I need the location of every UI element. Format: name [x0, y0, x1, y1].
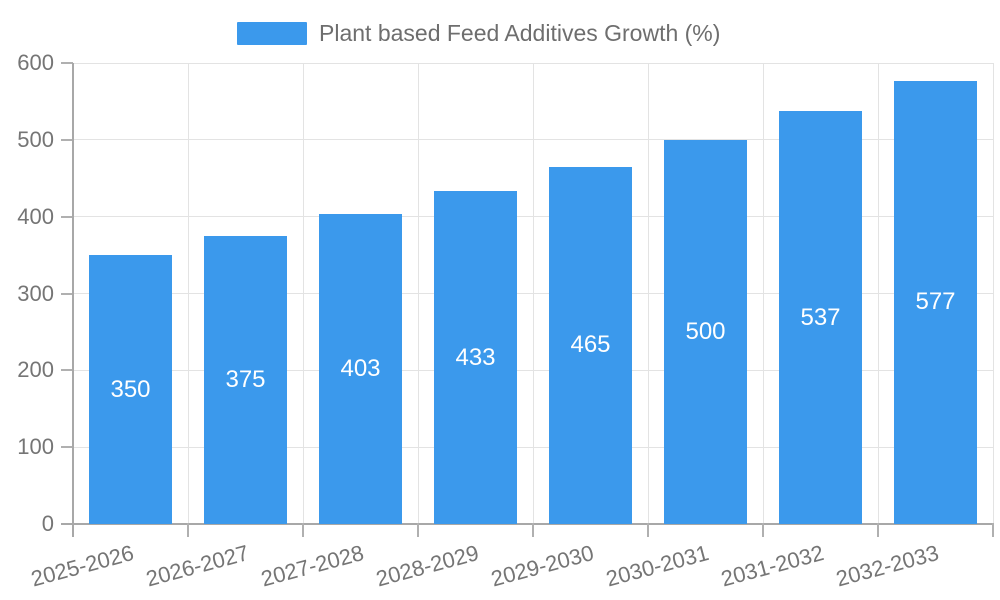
gridline-vertical: [303, 63, 304, 524]
x-axis-tick-label: 2031-2032: [718, 540, 827, 592]
bar[interactable]: [319, 214, 402, 524]
legend-label: Plant based Feed Additives Growth (%): [319, 20, 721, 46]
x-axis-tick: [302, 523, 304, 537]
y-axis-tick-label: 300: [17, 280, 54, 306]
bar[interactable]: [89, 255, 172, 524]
x-axis-tick-label: 2025-2026: [28, 540, 137, 592]
y-axis-tick-label: 400: [17, 203, 54, 229]
y-axis-tick-label: 200: [17, 357, 54, 383]
x-axis-tick-label: 2026-2027: [143, 540, 252, 592]
x-axis-tick: [187, 523, 189, 537]
y-axis-tick: [61, 138, 73, 141]
x-axis-tick-label: 2032-2033: [833, 540, 942, 592]
x-axis-tick: [417, 523, 419, 537]
bar[interactable]: [779, 111, 862, 524]
x-axis-tick: [647, 523, 649, 537]
bar[interactable]: [434, 191, 517, 524]
x-axis-tick: [877, 523, 879, 537]
bar[interactable]: [664, 139, 747, 524]
gridline-vertical: [648, 63, 649, 524]
bar[interactable]: [894, 80, 977, 524]
gridline-vertical: [763, 63, 764, 524]
gridline-vertical: [878, 63, 879, 524]
y-axis-tick: [61, 369, 73, 372]
x-axis-tick-label: 2029-2030: [488, 540, 597, 592]
legend-swatch: [237, 22, 307, 45]
y-axis-tick-label: 600: [17, 50, 54, 75]
y-axis-tick-label: 500: [17, 126, 54, 152]
x-axis-tick: [532, 523, 534, 537]
x-axis-tick: [992, 523, 994, 537]
bar[interactable]: [204, 235, 287, 524]
x-axis-tick-label: 2030-2031: [603, 540, 712, 592]
y-axis-line: [72, 63, 74, 537]
bar[interactable]: [549, 166, 632, 524]
x-axis-line: [61, 523, 993, 525]
y-axis-tick: [61, 62, 73, 64]
gridline-vertical: [993, 63, 994, 524]
x-axis-tick-label: 2028-2029: [373, 540, 482, 592]
y-axis-tick-label: 0: [41, 511, 54, 536]
x-axis-tick-label: 2027-2028: [258, 540, 367, 592]
y-axis-tick: [61, 292, 73, 295]
y-axis-tick: [61, 446, 73, 449]
y-axis-tick-label: 100: [17, 434, 54, 460]
gridline-vertical: [418, 63, 419, 524]
y-axis-tick: [61, 215, 73, 218]
legend-item[interactable]: Plant based Feed Additives Growth (%): [237, 20, 720, 47]
x-axis-tick: [762, 523, 764, 537]
gridline-vertical: [188, 63, 189, 524]
gridline-vertical: [533, 63, 534, 524]
